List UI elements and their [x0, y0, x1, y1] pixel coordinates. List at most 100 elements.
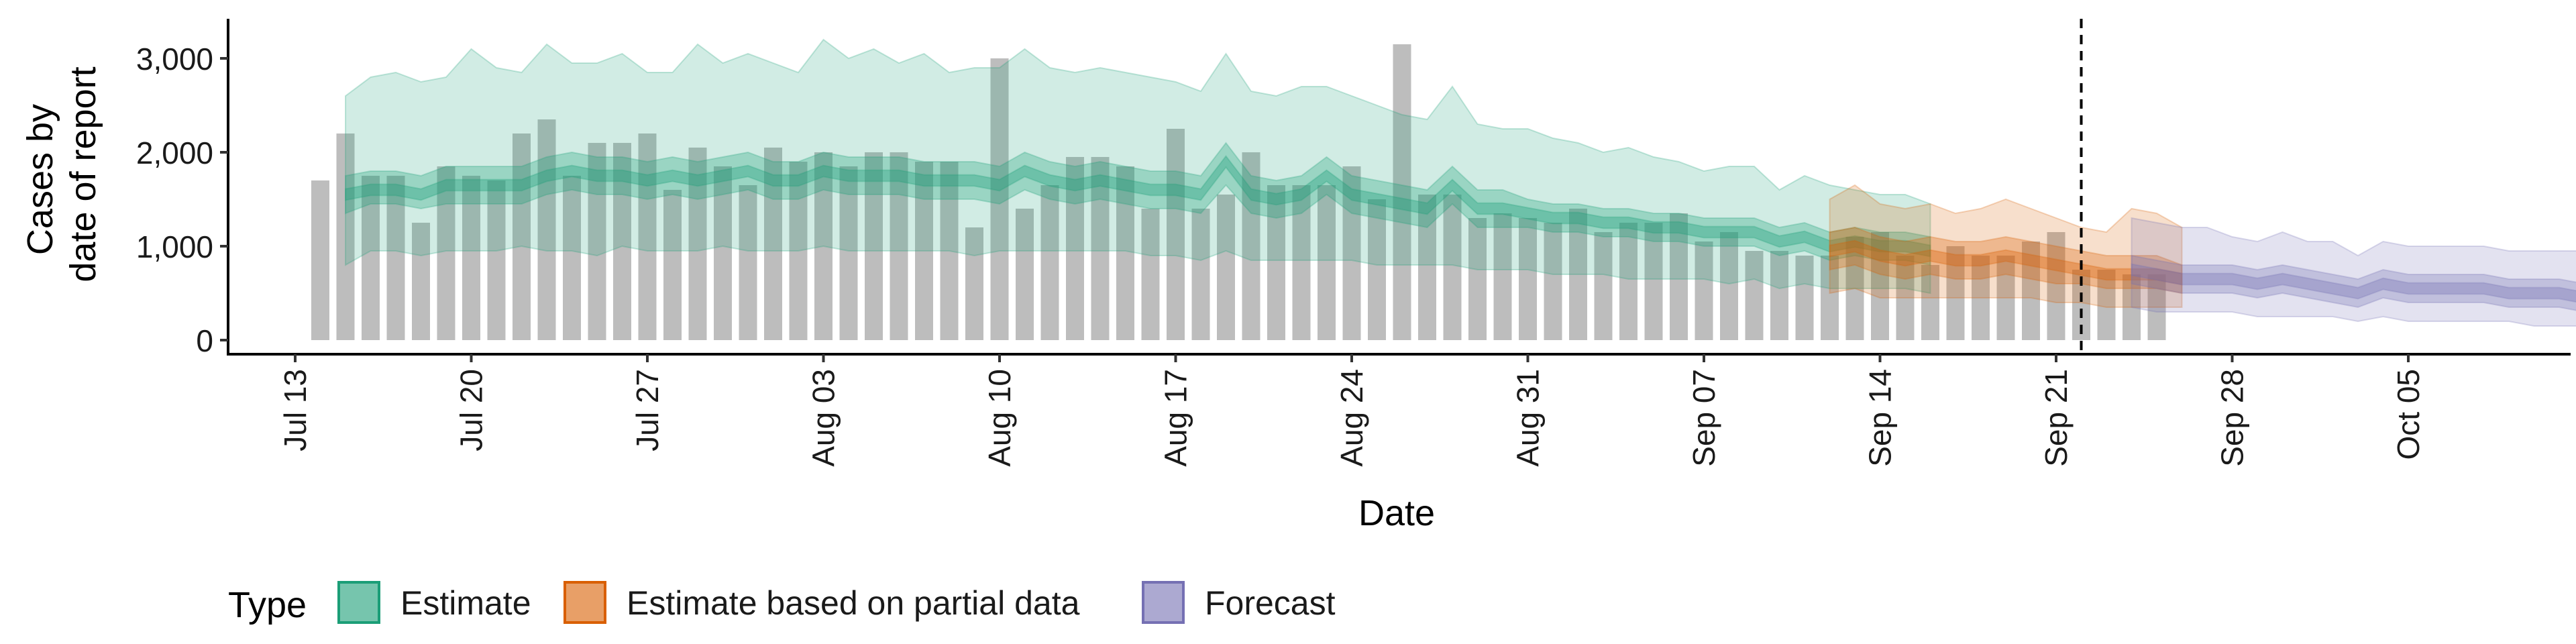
legend-title: Type [228, 585, 307, 625]
reported-cases-bar [1845, 237, 1864, 340]
forecast-band-90 [2131, 217, 2576, 327]
reported-cases-bar [1091, 157, 1110, 340]
reported-cases-bar [1468, 218, 1487, 340]
legend: Type Estimate Estimate based on partial d… [228, 581, 1336, 625]
y-tick-label: 2,000 [136, 136, 213, 170]
reported-cases-bar [990, 58, 1009, 340]
reported-cases-bar [1519, 218, 1537, 340]
reported-cases-bar [1720, 232, 1738, 340]
reported-cases-bar [663, 190, 682, 340]
reported-cases-bar [1745, 251, 1764, 340]
estimate-band-50 [345, 142, 1931, 266]
reported-cases-bar [513, 133, 531, 340]
reported-cases-bar [1292, 185, 1311, 340]
x-tick-label: Jul 20 [454, 369, 489, 451]
reported-cases-bar [915, 162, 933, 340]
reported-cases-bar [487, 180, 506, 340]
reported-cases-bar [1670, 213, 1688, 340]
reported-cases-bar [1972, 256, 1990, 340]
reported-cases-bar [1443, 195, 1462, 340]
x-tick-label: Aug 10 [982, 369, 1017, 467]
reported-cases-bar [311, 180, 329, 340]
reported-cases-bar [865, 152, 883, 340]
reported-cases-bar [2123, 274, 2141, 340]
y-tick-label: 1,000 [136, 229, 213, 264]
reported-cases-bar [1393, 44, 1411, 340]
x-tick-label: Aug 17 [1159, 369, 1193, 467]
estimate-based-on-partial-data-band-90 [1829, 184, 2183, 308]
reported-cases-bar [2022, 241, 2040, 340]
x-tick-label: Sep 28 [2215, 369, 2250, 467]
x-axis-title: Date [1358, 493, 1435, 533]
x-tick-label: Oct 05 [2391, 369, 2426, 460]
reported-cases-bar [2147, 274, 2166, 340]
reported-cases-bar [1318, 185, 1336, 340]
reported-cases-bar [1116, 166, 1134, 340]
reported-cases-bar [1066, 157, 1084, 340]
y-axis-title-line-1: Cases by [20, 104, 60, 255]
reported-cases-bar [1217, 195, 1235, 340]
reported-cases-bar [688, 148, 707, 340]
forecast-band-50 [2131, 254, 2576, 311]
reported-cases-bar [1544, 223, 1562, 340]
x-tick-label: Jul 27 [630, 369, 665, 451]
reported-cases-bar [739, 185, 757, 340]
reported-cases-bar [1795, 256, 1814, 340]
y-axis-title-line-2: date of report [63, 66, 103, 282]
reported-cases-bar [1946, 246, 1965, 340]
reported-cases-bar [965, 227, 983, 340]
reported-cases-bar [437, 166, 455, 340]
legend-entry-label: Estimate based on partial data [627, 584, 1080, 622]
reported-cases-bar [362, 176, 380, 340]
reported-cases-bar [537, 119, 556, 340]
x-tick-label: Aug 24 [1334, 369, 1369, 467]
x-tick-label: Aug 03 [806, 369, 841, 467]
reported-cases-bar [1167, 129, 1185, 340]
reported-cases-bar [336, 133, 355, 340]
reported-cases-bar [1594, 232, 1613, 340]
reported-cases-bar [1569, 209, 1587, 340]
estimate-based-on-partial-data-median-band [1829, 239, 2183, 286]
x-tick-label: Sep 07 [1686, 369, 1721, 467]
y-axis-title: Cases by date of report [20, 66, 103, 282]
legend-key-swatch [337, 581, 380, 624]
reported-cases-bar [1695, 241, 1713, 340]
bar-layer [311, 44, 2166, 340]
reported-cases-bar [1141, 209, 1160, 340]
reported-cases-bar [563, 176, 581, 340]
reported-cases-bar [1921, 265, 1939, 340]
reported-cases-bar [1644, 223, 1663, 340]
x-tick-label: Sep 21 [2039, 369, 2074, 467]
x-tick-label: Jul 13 [278, 369, 313, 451]
y-tick-label: 0 [196, 323, 213, 358]
reported-cases-bar [2097, 270, 2116, 340]
reported-cases-bar [814, 152, 833, 340]
reported-cases-bar [1342, 166, 1361, 340]
reported-cases-bar [940, 162, 959, 340]
reported-cases-bar [714, 166, 732, 340]
reported-cases-bar [1040, 185, 1059, 340]
reported-cases-bar [890, 152, 908, 340]
reported-cases-bar [789, 162, 808, 340]
reported-cases-bar [1770, 251, 1788, 340]
axes-layer [227, 19, 2571, 356]
reported-cases-bar [1871, 232, 1889, 340]
x-ticks: Jul 13 Jul 20 Jul 27 Aug 03 Aug 10 Aug 17 Aug … [278, 354, 2426, 467]
reported-cases-bar [1242, 152, 1260, 340]
legend-entry-label: Forecast [1205, 584, 1336, 622]
reported-cases-bar [1821, 256, 1839, 340]
reported-cases-bar [1418, 195, 1436, 340]
y-tick-label: 3,000 [136, 42, 213, 76]
reported-cases-bar [462, 176, 480, 340]
forecast-median-band [2131, 263, 2576, 303]
reported-cases-bar [764, 148, 782, 340]
reported-cases-bar [588, 143, 606, 340]
reported-cases-bar [2047, 232, 2065, 340]
reported-cases-bar [1016, 209, 1034, 340]
reported-cases-bar [1267, 185, 1285, 340]
estimate-based-on-partial-data-band-50 [1829, 226, 2183, 294]
reported-cases-bar [1896, 256, 1915, 340]
x-tick-label: Aug 31 [1511, 369, 1546, 467]
legend-entry-label: Estimate [400, 584, 531, 622]
